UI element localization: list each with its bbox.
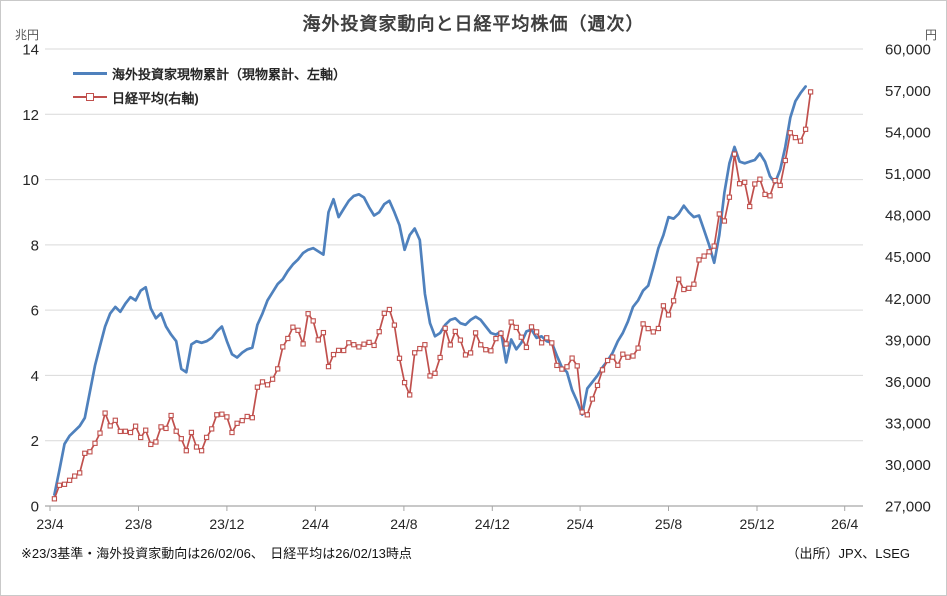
series-nikkei-line (53, 91, 812, 500)
legend-item-foreign-investors: 海外投資家現物累計（現物累計、左軸） (73, 61, 346, 85)
svg-text:25/4: 25/4 (566, 516, 593, 532)
series-foreign-investors-line (53, 85, 807, 496)
svg-text:2: 2 (31, 433, 39, 450)
svg-text:23/4: 23/4 (36, 516, 63, 532)
svg-text:42,000: 42,000 (885, 291, 931, 308)
svg-text:10: 10 (22, 172, 39, 189)
svg-text:54,000: 54,000 (885, 125, 931, 142)
svg-text:24/12: 24/12 (475, 516, 510, 532)
x-axis (45, 505, 863, 511)
svg-text:25/12: 25/12 (739, 516, 774, 532)
svg-text:24/8: 24/8 (390, 516, 417, 532)
svg-text:33,000: 33,000 (885, 415, 931, 432)
legend-label-nikkei: 日経平均(右軸) (112, 90, 199, 106)
svg-text:12: 12 (22, 107, 39, 124)
svg-text:6: 6 (31, 303, 39, 320)
red-line-square-sample-icon (73, 92, 107, 102)
right-axis-tick-labels: 27,000 30,000 33,000 36,000 39,000 42,000 45,0… (885, 42, 931, 516)
svg-text:23/8: 23/8 (125, 516, 152, 532)
svg-text:0: 0 (31, 499, 39, 516)
footnote: ※23/3基準・海外投資家動向は26/02/06、 日経平均は26/02/13時… (21, 546, 412, 561)
source-note: （出所）JPX、LSEG (786, 546, 910, 561)
svg-text:39,000: 39,000 (885, 332, 931, 349)
svg-text:57,000: 57,000 (885, 83, 931, 100)
svg-text:4: 4 (31, 368, 39, 385)
svg-text:23/12: 23/12 (209, 516, 244, 532)
left-axis-tick-labels: 0 2 4 6 8 10 12 14 (22, 42, 39, 516)
svg-text:8: 8 (31, 237, 39, 254)
svg-text:14: 14 (22, 42, 39, 59)
svg-text:27,000: 27,000 (885, 499, 931, 516)
legend-item-nikkei: 日経平均(右軸) (73, 85, 346, 109)
svg-text:30,000: 30,000 (885, 457, 931, 474)
legend: 海外投資家現物累計（現物累計、左軸） 日経平均(右軸) (73, 61, 346, 109)
svg-text:45,000: 45,000 (885, 249, 931, 266)
x-axis-tick-labels: 23/4 23/8 23/12 24/4 24/8 24/12 25/4 25/8 25/12 2… (36, 516, 858, 532)
svg-text:60,000: 60,000 (885, 42, 931, 59)
series-nikkei-markers (51, 89, 814, 502)
left-axis-unit-label: 兆円 (15, 28, 40, 42)
svg-text:36,000: 36,000 (885, 374, 931, 391)
blue-line-sample-icon (73, 69, 107, 78)
svg-text:26/4: 26/4 (831, 516, 858, 532)
svg-text:51,000: 51,000 (885, 166, 931, 183)
legend-label-foreign-investors: 海外投資家現物累計（現物累計、左軸） (112, 66, 347, 82)
svg-text:24/4: 24/4 (302, 516, 329, 532)
svg-text:48,000: 48,000 (885, 208, 931, 225)
chart-title: 海外投資家動向と日経平均株価（週次） (302, 14, 645, 34)
right-axis-unit-label: 円 (924, 28, 937, 42)
svg-text:25/8: 25/8 (655, 516, 682, 532)
